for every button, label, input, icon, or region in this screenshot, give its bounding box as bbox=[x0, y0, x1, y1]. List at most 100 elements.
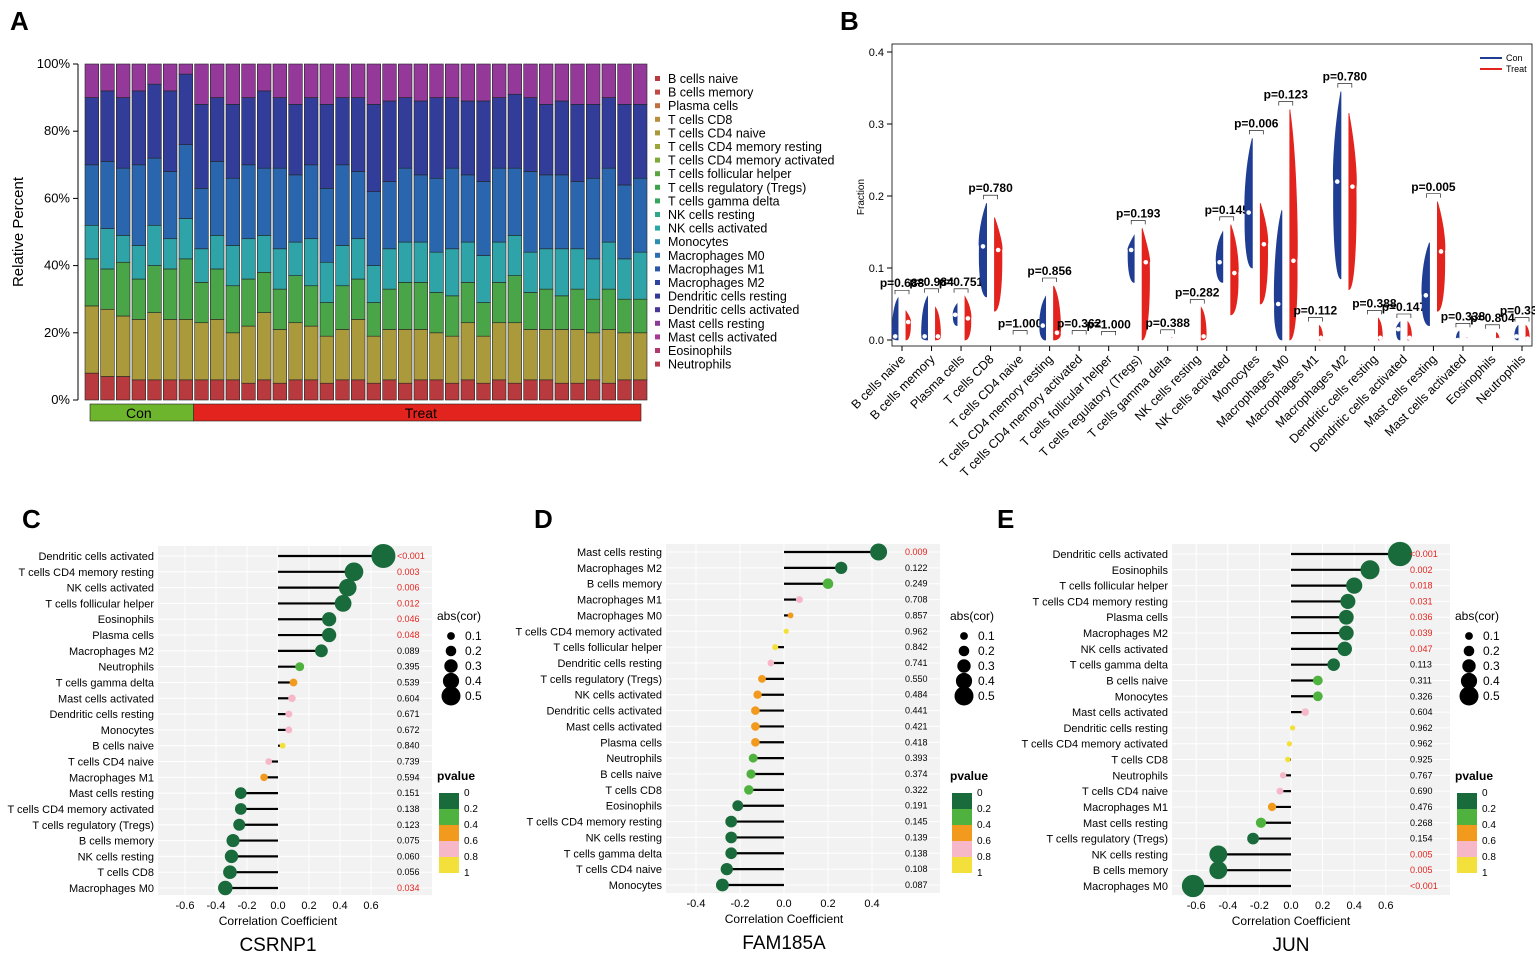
x-tick-label: 0.4 bbox=[864, 898, 879, 910]
violin-con-median-point bbox=[980, 244, 986, 249]
row-label: Macrophages M0 bbox=[577, 610, 662, 622]
color-legend-label: 1 bbox=[977, 868, 983, 879]
legend-label: T cells regulatory (Tregs) bbox=[668, 181, 806, 195]
stacked-bar-segment bbox=[507, 63, 522, 95]
stacked-bar-segment bbox=[586, 298, 601, 334]
violin-treat-median-point bbox=[1525, 336, 1530, 341]
row-label: NK cells activated bbox=[67, 583, 154, 595]
stacked-bar-segment bbox=[100, 376, 115, 401]
stacked-bar-segment bbox=[225, 245, 240, 287]
legend-swatch bbox=[655, 334, 660, 340]
stacked-bar-segment bbox=[147, 83, 162, 159]
y-tick-label: 0.1 bbox=[869, 263, 884, 275]
color-legend-swatch bbox=[952, 841, 972, 857]
legend-swatch bbox=[655, 157, 660, 163]
stacked-bar-segment bbox=[84, 258, 99, 307]
row-label: NK cells activated bbox=[1081, 644, 1168, 656]
color-legend-label: 0.2 bbox=[1482, 804, 1496, 815]
stacked-bar-segment bbox=[601, 288, 616, 330]
stacked-bar-segment bbox=[178, 73, 193, 145]
legend-swatch bbox=[655, 266, 660, 272]
p-value-text: 0.842 bbox=[905, 642, 928, 652]
size-legend-dot bbox=[447, 632, 455, 640]
stacked-bar-segment bbox=[366, 302, 381, 337]
p-value-bracket bbox=[1071, 330, 1087, 335]
stacked-bar-segment bbox=[304, 63, 319, 98]
violin-con bbox=[978, 203, 987, 298]
panel-label-e: E bbox=[997, 504, 1014, 534]
stacked-bar-segment bbox=[116, 261, 131, 317]
violin-con-median-point bbox=[1189, 337, 1195, 343]
size-legend-label: 0.4 bbox=[465, 674, 482, 688]
stacked-bar-segment bbox=[382, 379, 397, 401]
plot-background bbox=[1172, 544, 1450, 895]
violin-treat bbox=[935, 306, 941, 341]
legend-label: Plasma cells bbox=[668, 99, 738, 113]
x-tick-label: 0.4 bbox=[332, 900, 347, 912]
color-legend-label: 0.8 bbox=[977, 852, 991, 863]
color-legend-swatch bbox=[1457, 841, 1477, 857]
stacked-bar-segment bbox=[225, 379, 240, 401]
legend-label: Monocytes bbox=[668, 235, 728, 249]
p-value-text: 0.039 bbox=[1410, 628, 1433, 638]
stacked-bar-segment bbox=[539, 174, 554, 250]
lollipop-point bbox=[783, 628, 789, 634]
x-tick-label: 0.2 bbox=[1315, 900, 1330, 912]
color-legend-swatch bbox=[1457, 825, 1477, 841]
row-label: Monocytes bbox=[1115, 691, 1169, 703]
size-legend-label: 0.5 bbox=[465, 689, 482, 703]
color-legend-swatch bbox=[952, 809, 972, 825]
stacked-bar-segment bbox=[100, 308, 115, 377]
stacked-bar-segment bbox=[163, 238, 178, 270]
row-label: T cells follicular helper bbox=[1059, 581, 1168, 593]
p-value-text: 0.539 bbox=[397, 677, 420, 687]
p-value-text: 0.249 bbox=[905, 579, 928, 589]
violin-treat bbox=[1141, 228, 1151, 341]
p-value-label: p=0.751 bbox=[939, 275, 984, 289]
row-label: T cells CD4 memory resting bbox=[527, 817, 663, 829]
row-label: T cells CD4 memory activated bbox=[515, 626, 662, 638]
row-label: Dendritic cells resting bbox=[557, 658, 662, 670]
group-label: Con bbox=[126, 405, 152, 421]
color-legend-swatch bbox=[952, 857, 972, 873]
stacked-bar-segment bbox=[351, 319, 366, 381]
stacked-bar-segment bbox=[178, 379, 193, 401]
p-value-text: 0.036 bbox=[1410, 612, 1433, 622]
legend-swatch bbox=[655, 239, 660, 245]
stacked-bar-segment bbox=[84, 63, 99, 98]
p-value-bracket bbox=[1219, 216, 1235, 221]
stacked-bar-segment bbox=[366, 63, 381, 105]
violin-treat-median-point bbox=[1232, 270, 1237, 276]
color-legend-label: 0.8 bbox=[464, 852, 478, 863]
panel-label-d: D bbox=[534, 504, 553, 534]
legend-swatch bbox=[655, 130, 660, 136]
violin-con bbox=[1039, 295, 1047, 341]
stacked-bar-segment bbox=[241, 97, 256, 166]
lollipop-point bbox=[223, 865, 237, 880]
p-value-bracket bbox=[1160, 329, 1176, 334]
y-tick-label: 60% bbox=[44, 190, 70, 205]
y-tick-label: 20% bbox=[44, 325, 70, 340]
stacked-bar-segment bbox=[570, 181, 585, 250]
stacked-bar-segment bbox=[492, 379, 507, 401]
lollipop-point bbox=[314, 644, 328, 658]
stacked-bar-segment bbox=[413, 174, 428, 243]
stacked-bar-segment bbox=[617, 258, 632, 300]
group-bar-treat bbox=[193, 403, 642, 422]
row-label: B cells memory bbox=[1093, 865, 1169, 877]
p-value-label: p=0.388 bbox=[1146, 316, 1191, 330]
stacked-bar-segment bbox=[601, 167, 616, 243]
group-label: Treat bbox=[405, 405, 437, 421]
stacked-bar-segment bbox=[304, 285, 319, 327]
row-label: Macrophages M1 bbox=[577, 595, 662, 607]
stacked-bar-segment bbox=[460, 379, 475, 401]
lollipop-point bbox=[751, 737, 760, 747]
p-value-bracket bbox=[1396, 313, 1412, 318]
violin-treat-median-point bbox=[995, 247, 1001, 253]
size-legend-dot bbox=[958, 645, 970, 657]
stacked-bar-segment bbox=[586, 63, 601, 105]
lollipop-point bbox=[289, 678, 298, 687]
stacked-bar-segment bbox=[194, 322, 209, 381]
size-legend-label: 0.2 bbox=[978, 644, 995, 658]
